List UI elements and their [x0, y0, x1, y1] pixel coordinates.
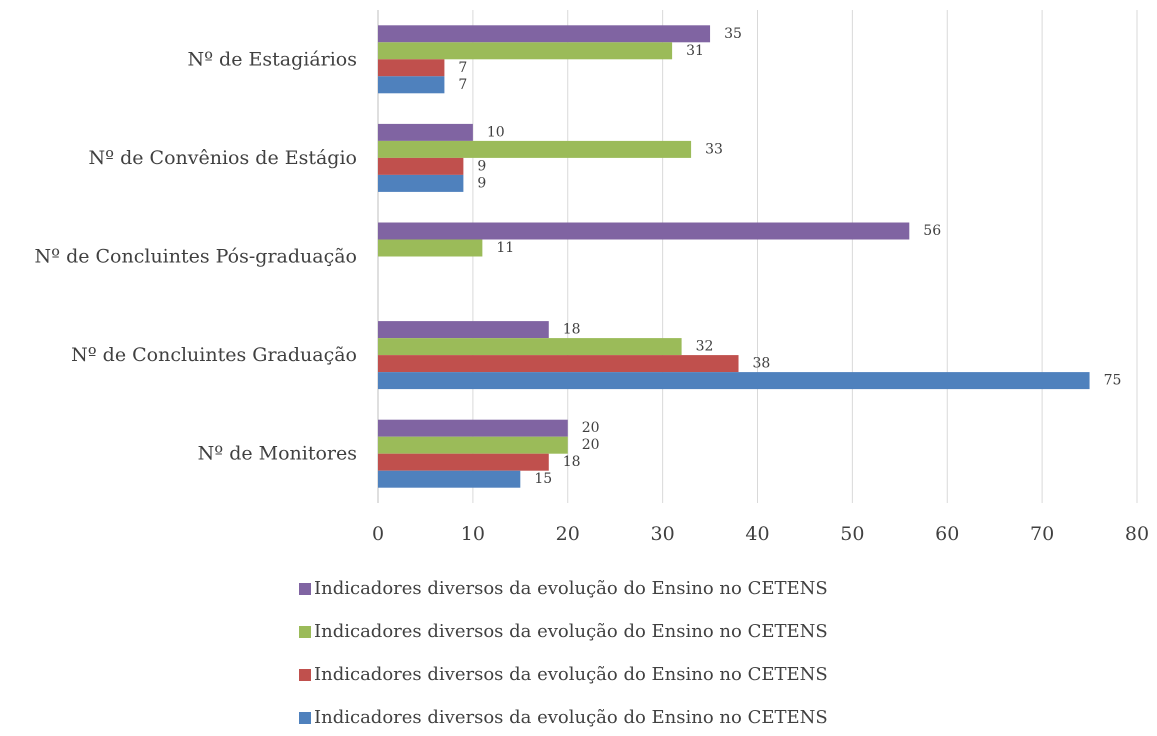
- data-label: 18: [563, 322, 581, 338]
- x-tick-label: 10: [461, 523, 485, 545]
- bar: [378, 25, 711, 43]
- data-label: 11: [496, 240, 514, 256]
- bar: [378, 239, 483, 257]
- bar: [378, 372, 1090, 390]
- bar: [378, 123, 473, 141]
- y-tick-label: Nº de Concluintes Pós-graduação: [34, 246, 357, 268]
- data-label: 31: [686, 43, 704, 59]
- bar: [378, 157, 464, 175]
- legend-swatch: [299, 669, 311, 681]
- legend-swatch: [299, 583, 311, 595]
- data-label: 18: [563, 454, 581, 470]
- data-label: 33: [705, 141, 723, 157]
- data-label: 20: [582, 420, 600, 436]
- bar: [378, 355, 739, 373]
- x-tick-label: 20: [556, 523, 580, 545]
- legend-label: Indicadores diversos da evolução do Ensi…: [314, 578, 828, 599]
- x-tick-label: 70: [1030, 523, 1054, 545]
- x-tick-label: 80: [1125, 523, 1149, 545]
- bar: [378, 436, 568, 454]
- bar: [378, 453, 549, 471]
- bar: [378, 76, 445, 94]
- data-label: 75: [1104, 373, 1122, 389]
- bar: [378, 321, 549, 339]
- y-tick-label: Nº de Convênios de Estágio: [89, 147, 358, 169]
- bar: [378, 59, 445, 77]
- x-tick-label: 30: [651, 523, 675, 545]
- y-tick-label: Nº de Monitores: [198, 443, 357, 465]
- legend-swatch: [299, 626, 311, 638]
- bar: [378, 140, 692, 158]
- legend-label: Indicadores diversos da evolução do Ensi…: [314, 707, 828, 728]
- legend-swatch: [299, 712, 311, 724]
- x-tick-label: 60: [935, 523, 959, 545]
- y-tick-label: Nº de Concluintes Graduação: [71, 344, 357, 366]
- data-label: 9: [477, 175, 486, 191]
- x-tick-label: 0: [372, 523, 384, 545]
- data-label: 15: [534, 471, 552, 487]
- bar: [378, 338, 682, 356]
- bar: [378, 42, 673, 60]
- bar: [378, 174, 464, 192]
- data-label: 7: [458, 77, 467, 93]
- data-label: 35: [724, 26, 742, 42]
- data-label: 20: [582, 437, 600, 453]
- bar: [378, 470, 521, 488]
- y-tick-label: Nº de Estagiários: [187, 48, 357, 70]
- data-label: 7: [458, 60, 467, 76]
- data-label: 56: [923, 223, 941, 239]
- bar: [378, 222, 910, 240]
- legend-label: Indicadores diversos da evolução do Ensi…: [314, 664, 828, 685]
- data-label: 32: [696, 339, 714, 355]
- legend-label: Indicadores diversos da evolução do Ensi…: [314, 621, 828, 642]
- bar: [378, 419, 568, 437]
- x-tick-label: 50: [840, 523, 864, 545]
- x-tick-label: 40: [745, 523, 769, 545]
- data-label: 10: [487, 124, 505, 140]
- data-label: 9: [477, 158, 486, 174]
- data-label: 38: [753, 356, 771, 372]
